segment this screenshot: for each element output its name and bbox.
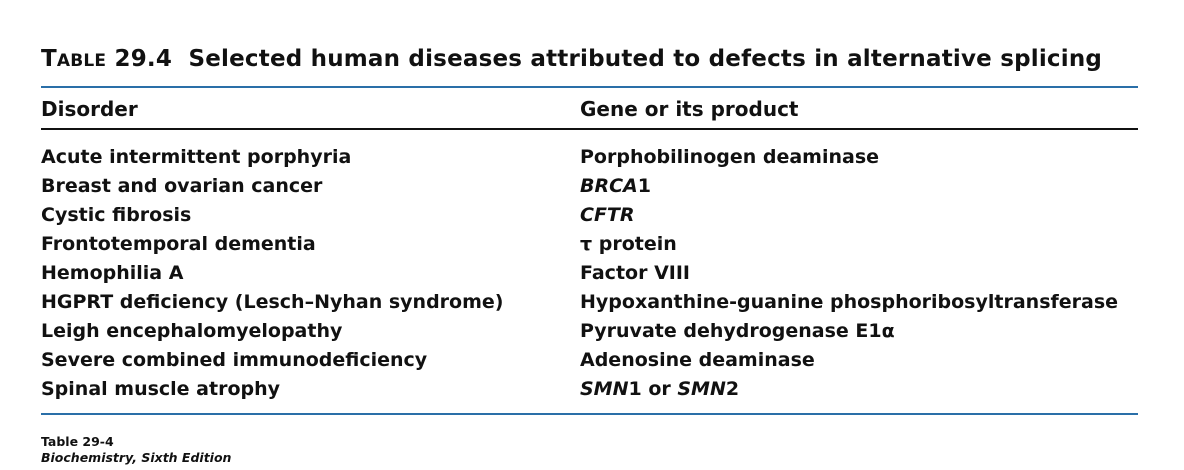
gene-cell: Hypoxanthine-guanine phosphoribosyltrans… [580,291,1119,313]
gene-cell: Adenosine deaminase [580,349,815,371]
footnote-label: Table 29-4 [41,434,114,449]
table-caption: Selected human diseases attributed to de… [188,46,1103,72]
disorder-cell: Leigh encephalomyelopathy [41,320,343,342]
table-row: Severe combined immunodeficiency Adenosin… [41,349,1138,378]
bottom-rule [41,413,1138,415]
table-row: Leigh encephalomyelopathy Pyruvate dehydr… [41,320,1138,349]
table-number: 29.4 [114,46,173,72]
table-row: Hemophilia A Factor VIII [41,262,1138,291]
footnote-source: Biochemistry, Sixth Edition [41,450,232,465]
table-label: TABLE [41,46,107,72]
top-rule [41,86,1138,88]
disorder-cell: Hemophilia A [41,262,184,284]
gene-cell: CFTR [580,204,635,226]
table-row: Cystic fibrosis CFTR [41,204,1138,233]
table-row: Spinal muscle atrophy SMN1 or SMN2 [41,378,1138,407]
table-row: Breast and ovarian cancer BRCA1 [41,175,1138,204]
gene-cell: SMN1 or SMN2 [580,378,740,400]
disorder-cell: Acute intermittent porphyria [41,146,352,168]
gene-cell: BRCA1 [580,175,651,197]
disorder-cell: Spinal muscle atrophy [41,378,281,400]
table-row: HGPRT deficiency (Lesch–Nyhan syndrome) H… [41,291,1138,320]
gene-cell: Factor VIII [580,262,690,284]
header-rule [41,128,1138,130]
table-row: Acute intermittent porphyria Porphobilino… [41,146,1138,175]
table-title: TABLE 29.4 Selected human diseases attri… [41,46,1102,72]
disorder-cell: Breast and ovarian cancer [41,175,323,197]
gene-cell: τ protein [580,233,677,255]
disorder-cell: Severe combined immunodeficiency [41,349,428,371]
header-disorder: Disorder [41,97,138,121]
gene-cell: Porphobilinogen deaminase [580,146,880,168]
disorder-cell: Cystic fibrosis [41,204,192,226]
disorder-cell: Frontotemporal dementia [41,233,316,255]
header-gene: Gene or its product [580,97,799,121]
table-row: Frontotemporal dementia τ protein [41,233,1138,262]
gene-cell: Pyruvate dehydrogenase E1α [580,320,895,342]
disorder-cell: HGPRT deficiency (Lesch–Nyhan syndrome) [41,291,504,313]
